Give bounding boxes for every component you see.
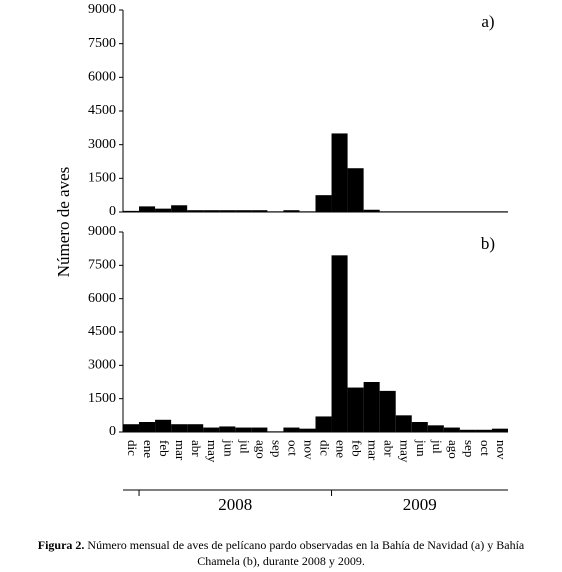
bar xyxy=(283,427,300,432)
x-tick-label: may xyxy=(398,440,413,463)
x-tick-label: abr xyxy=(382,440,397,457)
y-tick-label: 9000 xyxy=(88,2,116,17)
caption-line: Chamela (b), durante 2008 y 2009. xyxy=(197,554,365,568)
y-tick-label: 9000 xyxy=(88,224,116,239)
y-tick-label: 1500 xyxy=(88,391,116,406)
panel-title: b) xyxy=(481,234,495,253)
bar xyxy=(315,416,332,432)
x-tick-label: abr xyxy=(189,440,204,457)
bar xyxy=(347,387,364,432)
x-tick-label: ago xyxy=(253,440,268,459)
y-tick-label: 0 xyxy=(109,424,116,439)
bar xyxy=(315,195,332,212)
x-tick-label: jun xyxy=(221,439,236,457)
bar xyxy=(331,133,348,212)
y-tick-label: 7500 xyxy=(88,36,116,51)
bar xyxy=(219,210,236,212)
y-tick-label: 3000 xyxy=(88,137,116,152)
x-tick-label: jul xyxy=(237,439,252,454)
y-tick-label: 4500 xyxy=(88,103,116,118)
bar xyxy=(363,209,380,212)
bar xyxy=(219,426,236,432)
bar xyxy=(171,424,188,432)
x-tick-label: nov xyxy=(301,440,316,460)
y-axis-label: Número de aves xyxy=(54,167,73,277)
x-tick-label: nov xyxy=(494,440,509,460)
bar xyxy=(379,390,396,432)
caption-line: Figura 2. Número mensual de aves de pelí… xyxy=(38,538,525,552)
y-tick-label: 1500 xyxy=(88,171,116,186)
year-label: 2009 xyxy=(403,495,437,514)
bar xyxy=(187,210,204,212)
x-tick-label: ene xyxy=(334,440,349,458)
x-tick-label: oct xyxy=(285,440,300,456)
x-tick-label: dic xyxy=(318,440,333,456)
y-tick-label: 6000 xyxy=(88,291,116,306)
x-tick-label: dic xyxy=(125,440,140,456)
bar xyxy=(491,428,508,432)
x-tick-label: jul xyxy=(430,439,445,454)
bar xyxy=(235,210,252,212)
bar xyxy=(459,429,476,432)
x-tick-label: may xyxy=(205,440,220,463)
x-tick-label: ene xyxy=(141,440,156,458)
x-tick-label: feb xyxy=(157,440,172,457)
y-tick-label: 0 xyxy=(109,204,116,219)
bar xyxy=(171,205,188,212)
x-tick-label: jun xyxy=(414,439,429,457)
bar xyxy=(187,424,204,432)
bar xyxy=(251,210,268,212)
bar xyxy=(203,427,220,432)
bar xyxy=(155,208,172,212)
bar xyxy=(299,428,316,432)
y-tick-label: 7500 xyxy=(88,258,116,273)
bar xyxy=(203,210,220,212)
caption-text: Número mensual de aves de pelícano pardo… xyxy=(87,538,525,552)
bar xyxy=(139,206,156,212)
y-tick-label: 3000 xyxy=(88,358,116,373)
bar xyxy=(283,210,300,212)
y-tick-label: 6000 xyxy=(88,70,116,85)
bar xyxy=(427,425,444,432)
caption-label: Figura 2. xyxy=(38,538,85,552)
bar xyxy=(123,424,140,432)
bar xyxy=(363,382,380,432)
bar xyxy=(395,415,412,432)
x-tick-label: oct xyxy=(478,440,493,456)
bar xyxy=(123,210,140,212)
x-tick-label: sep xyxy=(462,440,477,457)
x-tick-label: mar xyxy=(366,440,381,461)
bar xyxy=(251,427,268,432)
bar xyxy=(139,422,156,432)
y-tick-label: 4500 xyxy=(88,324,116,339)
bar xyxy=(443,427,460,432)
bar xyxy=(475,429,492,432)
bar xyxy=(155,419,172,432)
year-label: 2008 xyxy=(218,495,252,514)
x-tick-label: mar xyxy=(173,440,188,461)
x-tick-label: sep xyxy=(269,440,284,457)
bar xyxy=(331,255,348,432)
bar xyxy=(411,422,428,432)
bar xyxy=(347,168,364,212)
x-tick-label: feb xyxy=(350,440,365,457)
x-tick-label: ago xyxy=(446,440,461,459)
bar xyxy=(235,427,252,432)
panel-title: a) xyxy=(481,12,494,31)
